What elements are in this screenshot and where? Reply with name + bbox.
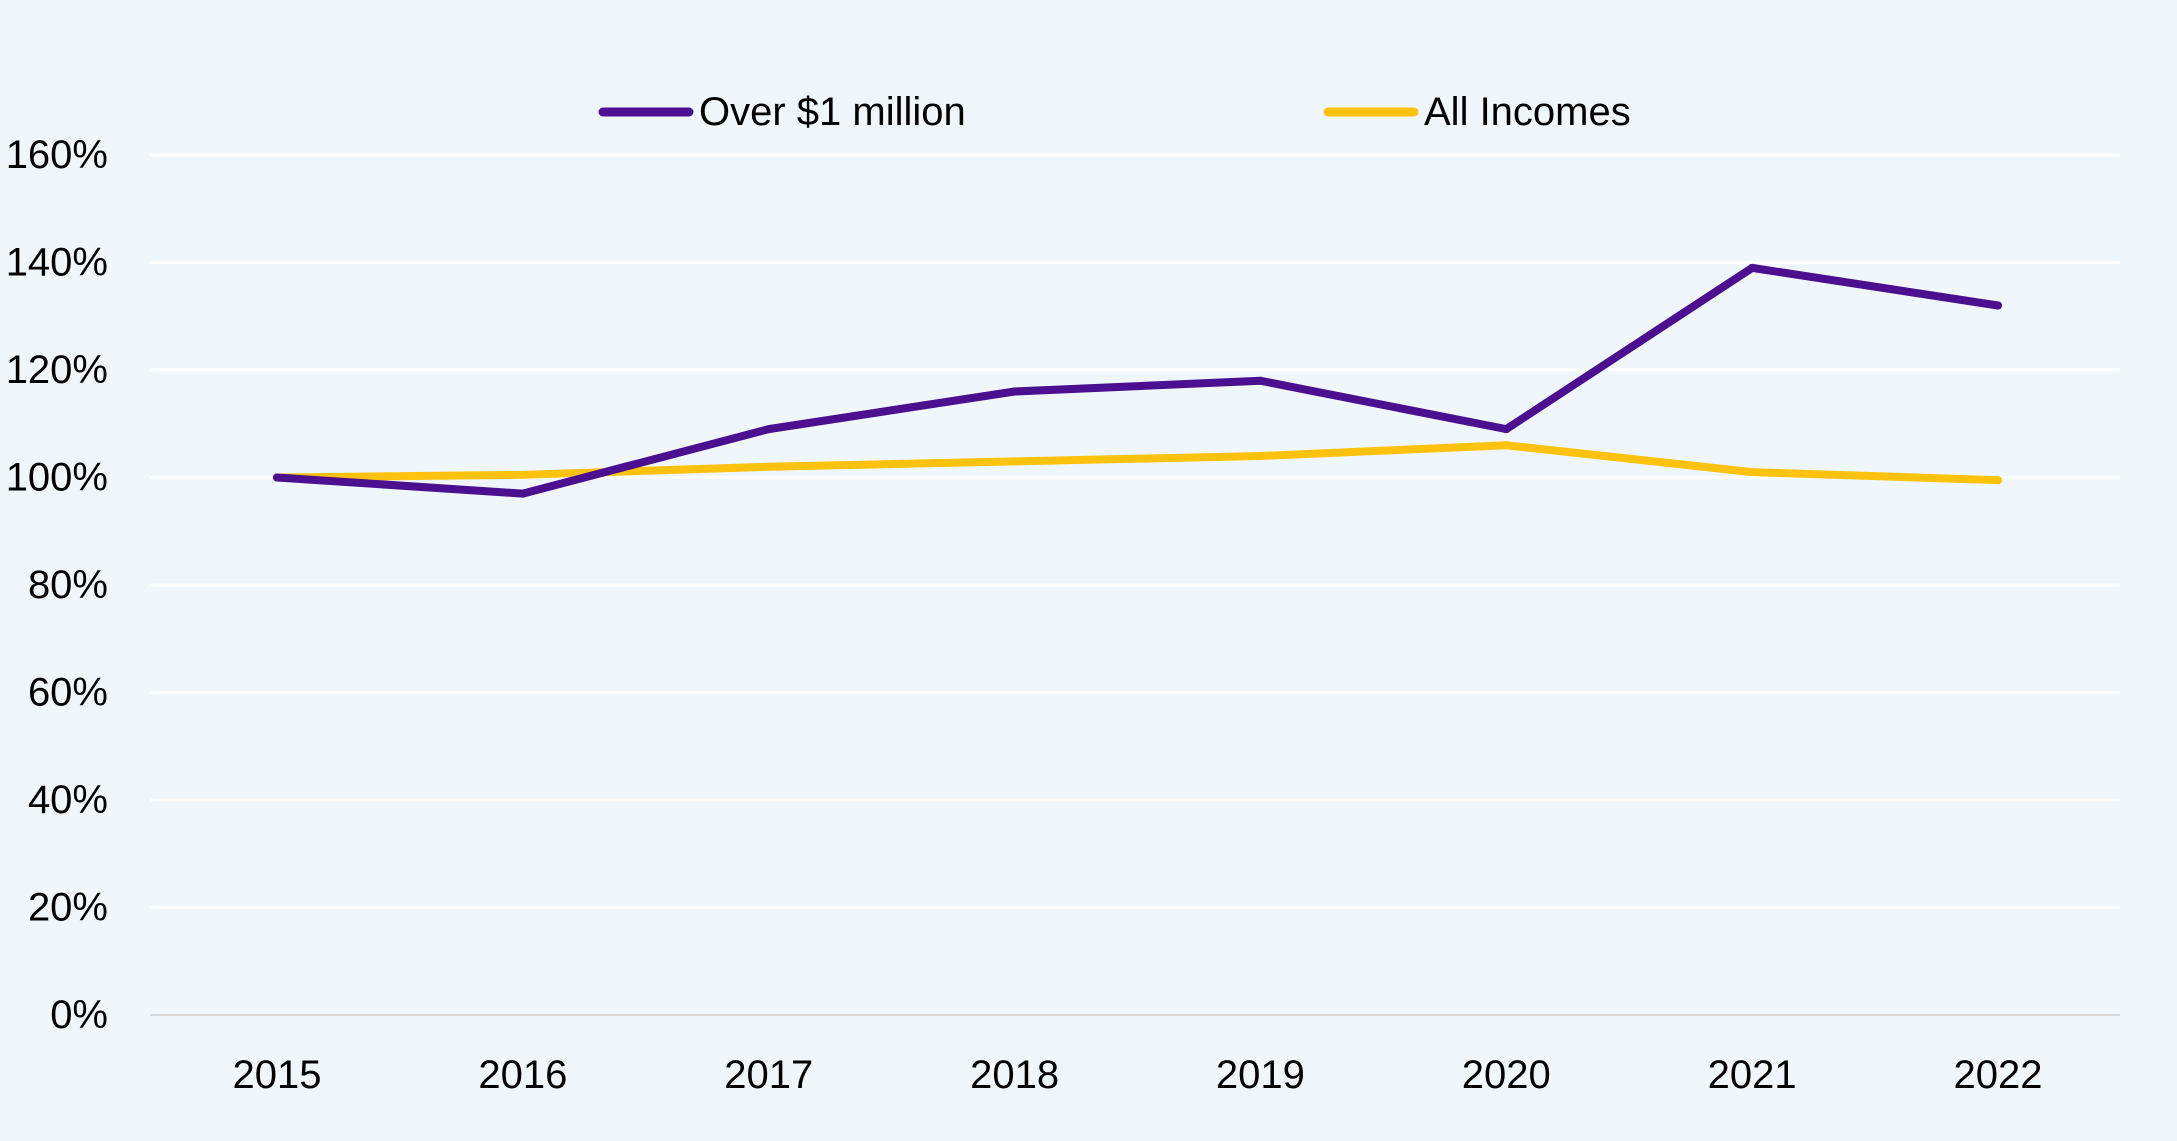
data-point-all-incomes-2020: [1502, 441, 1511, 450]
series-line-over-1-million: [273, 263, 2002, 498]
legend-label-all-incomes: All Incomes: [1424, 90, 1631, 134]
x-tick-label: 2018: [970, 1053, 1059, 1097]
data-point-over-1-million-2021: [1748, 263, 1757, 272]
x-tick-label: 2015: [233, 1053, 322, 1097]
data-point-over-1-million-2020: [1502, 425, 1511, 434]
x-tick-label: 2016: [478, 1053, 567, 1097]
y-tick-label: 40%: [28, 778, 108, 822]
legend: Over $1 million All Incomes: [598, 90, 1631, 134]
data-point-over-1-million-2017: [764, 425, 773, 434]
data-point-all-incomes-2019: [1256, 452, 1265, 460]
x-tick-label: 2017: [724, 1053, 813, 1097]
data-point-all-incomes-2021: [1748, 468, 1757, 477]
data-point-over-1-million-2015: [273, 473, 281, 482]
data-point-over-1-million-2019: [1256, 376, 1265, 385]
y-tick-label: 60%: [28, 671, 108, 715]
data-point-all-incomes-2022: [1994, 476, 2002, 485]
y-tick-label: 20%: [28, 886, 108, 930]
y-tick-label: 0%: [50, 993, 108, 1037]
x-tick-label: 2020: [1462, 1053, 1551, 1097]
data-point-over-1-million-2018: [1010, 387, 1019, 396]
x-tick-label: 2019: [1216, 1053, 1305, 1097]
x-tick-label: 2021: [1708, 1053, 1797, 1097]
y-tick-label: 100%: [6, 456, 108, 500]
y-tick-label: 80%: [28, 563, 108, 607]
data-point-all-incomes-2017: [764, 462, 773, 471]
data-point-all-incomes-2016: [518, 470, 527, 479]
y-tick-label: 140%: [6, 241, 108, 285]
data-point-all-incomes-2018: [1010, 457, 1019, 466]
axes: 0% 20% 40% 60% 80% 100% 120% 140% 160% 2015 2016 20…: [6, 133, 2120, 1097]
data-point-over-1-million-2016: [518, 489, 527, 498]
legend-label-over-1-million: Over $1 million: [699, 90, 966, 134]
gridlines: [150, 153, 2120, 909]
series-lines: [273, 263, 2002, 498]
data-point-over-1-million-2022: [1994, 301, 2002, 310]
x-tick-label: 2022: [1954, 1053, 2043, 1097]
y-tick-label: 160%: [6, 133, 108, 177]
series-line-all-incomes: [273, 441, 2002, 485]
y-tick-label: 120%: [6, 348, 108, 392]
